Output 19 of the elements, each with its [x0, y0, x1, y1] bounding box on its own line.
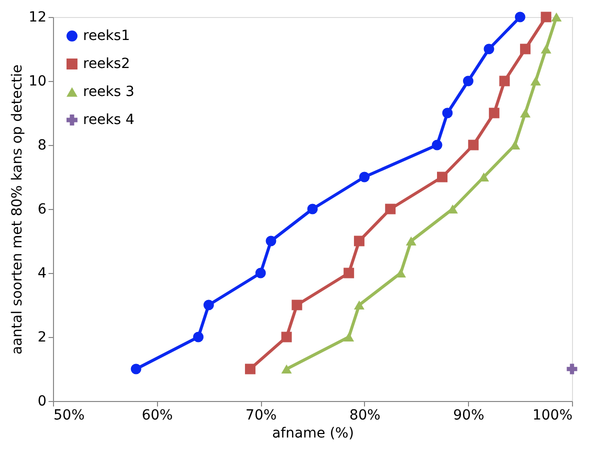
x-tick-label: 80%	[349, 408, 380, 424]
x-tick-label: 90%	[453, 408, 484, 424]
y-tick-label: 0	[38, 394, 46, 410]
y-tick-label: 2	[38, 330, 46, 346]
y-axis-title: aantal soorten met 80% kans op detectie	[10, 64, 26, 355]
y-tick-label: 6	[38, 202, 47, 218]
y-tick-label: 10	[28, 74, 46, 90]
legend-label: reeks2	[83, 56, 130, 72]
y-tick-label: 4	[38, 266, 47, 282]
legend-label: reeks 4	[83, 112, 135, 128]
x-tick-label: 50%	[54, 408, 85, 424]
legend-label: reeks 3	[83, 84, 134, 100]
x-axis-title: afname (%)	[272, 426, 354, 442]
x-tick-label: 100%	[532, 408, 572, 424]
y-tick-label: 12	[28, 10, 46, 26]
legend-label: reeks1	[83, 28, 130, 44]
x-tick-label: 60%	[142, 408, 173, 424]
y-tick-label: 8	[38, 138, 46, 154]
x-tick-label: 70%	[246, 408, 277, 424]
